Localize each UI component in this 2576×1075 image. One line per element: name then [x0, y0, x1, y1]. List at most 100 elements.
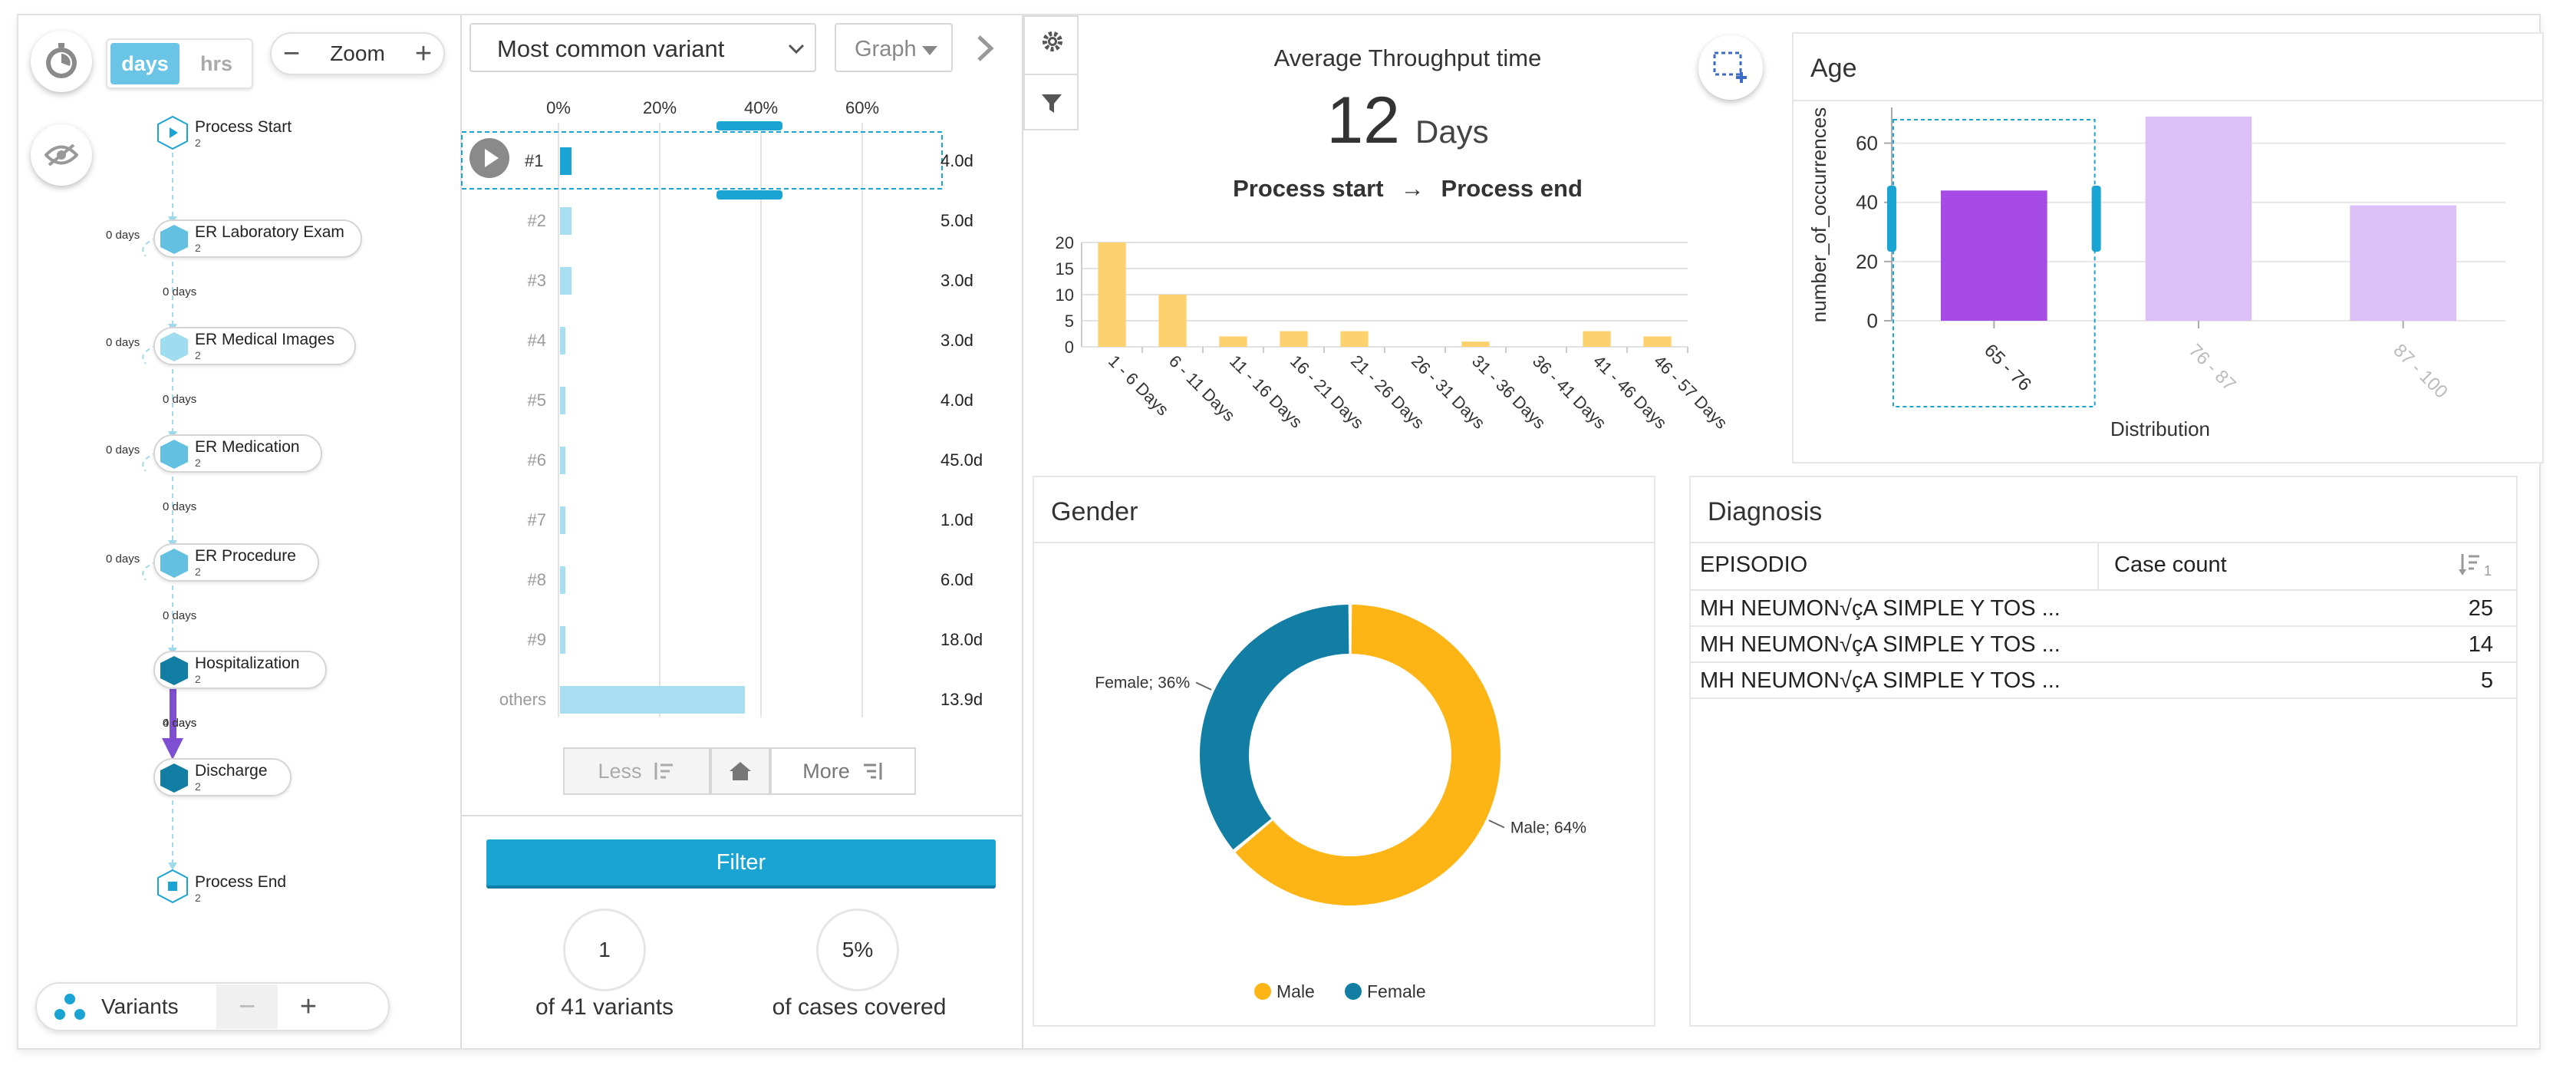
selection-frame[interactable]	[1892, 119, 2096, 407]
sort-less-icon	[654, 763, 673, 780]
throughput-bar[interactable]	[1098, 242, 1126, 347]
chevron-down-icon	[788, 44, 805, 54]
variant-duration: 18.0d	[940, 630, 983, 649]
legend-label[interactable]: Male	[1276, 981, 1315, 1001]
variant-bar[interactable]	[560, 387, 566, 414]
view-select-value: Graph	[855, 37, 917, 61]
table-row[interactable]: MH NEUMON√çA SIMPLE Y TOS ... 5	[1691, 663, 2516, 699]
variant-select[interactable]: Most common variant	[469, 23, 816, 72]
variant-bar[interactable]	[560, 147, 572, 175]
throughput-bar[interactable]	[1340, 331, 1369, 347]
hrs-toggle[interactable]: hrs	[199, 51, 233, 75]
variant-bar[interactable]	[560, 626, 566, 654]
node-count: 2	[195, 457, 201, 469]
less-button[interactable]: Less	[563, 747, 710, 795]
activity-node-hospitalization[interactable]: Hospitalization 2	[153, 651, 327, 689]
age-bar[interactable]	[2145, 116, 2252, 321]
home-button[interactable]	[710, 747, 770, 795]
days-toggle[interactable]: days	[110, 43, 180, 84]
variant-bar[interactable]	[560, 447, 566, 474]
diagnosis-title: Diagnosis	[1708, 497, 1823, 526]
visibility-button[interactable]	[31, 124, 92, 186]
x-tick-label: 65 - 76	[1980, 340, 2035, 395]
y-axis-label: number_of_occurrences	[1807, 107, 1830, 322]
donut-slice-male[interactable]	[1235, 605, 1500, 905]
gender-panel: Gender	[1033, 476, 1655, 1027]
timer-button[interactable]	[31, 31, 92, 92]
hexagon-icon	[160, 332, 188, 361]
add-selection-icon	[1713, 51, 1747, 83]
variant-name: #9	[527, 630, 546, 649]
throughput-bar[interactable]	[1158, 295, 1187, 347]
age-bar[interactable]	[1941, 190, 2047, 321]
more-button[interactable]: More	[770, 747, 916, 795]
activity-node-discharge[interactable]: Discharge 2	[153, 758, 292, 796]
case-count-cell: 25	[2468, 596, 2493, 621]
legend-swatch-female	[1345, 983, 1362, 1000]
activity-node-er-procedure[interactable]: ER Procedure 2	[153, 543, 319, 582]
stopwatch-icon	[46, 43, 77, 78]
activity-node-er-medication[interactable]: ER Medication 2	[153, 434, 322, 473]
x-axis-label: Distribution	[2110, 417, 2210, 440]
variant-bar[interactable]	[560, 686, 745, 714]
variants-plus-button[interactable]: +	[299, 990, 318, 1023]
variant-bar[interactable]	[560, 506, 566, 534]
gear-icon[interactable]	[1040, 29, 1065, 54]
throughput-range: Process start → Process end	[1151, 175, 1665, 203]
throughput-bar[interactable]	[1583, 331, 1611, 347]
donut-slice-female[interactable]	[1200, 605, 1349, 850]
activity-node-er-medical-images[interactable]: ER Medical Images 2	[153, 327, 356, 365]
filter-icon[interactable]	[1040, 92, 1063, 115]
range-handle-right[interactable]	[2091, 186, 2101, 252]
throughput-bar[interactable]	[1280, 331, 1308, 347]
loop-duration: 0 days	[106, 229, 140, 242]
zoom-out-button[interactable]: −	[282, 37, 301, 70]
column-header-episodio[interactable]: EPISODIO	[1700, 552, 1808, 577]
throughput-bar[interactable]	[1461, 341, 1490, 347]
legend-label[interactable]: Female	[1367, 981, 1426, 1001]
variant-axis-tick: 0%	[546, 98, 571, 117]
throughput-bar[interactable]	[1643, 336, 1672, 347]
variant-duration: 5.0d	[940, 211, 973, 230]
variant-bar[interactable]	[560, 566, 566, 594]
variant-duration: 13.9d	[940, 690, 983, 709]
age-bar[interactable]	[2350, 205, 2456, 321]
case-count-cell: 14	[2468, 632, 2493, 657]
edge-duration-hospitalization: 4 days	[163, 717, 197, 730]
variant-bar[interactable]	[560, 327, 566, 354]
cases-covered-value: 5%	[842, 938, 874, 961]
table-row[interactable]: MH NEUMON√çA SIMPLE Y TOS ... 25	[1691, 591, 2516, 627]
sort-descending-icon[interactable]	[2458, 552, 2481, 577]
range-handle-left[interactable]	[1887, 186, 1896, 252]
variant-axis-tick: 60%	[845, 98, 880, 117]
variant-count-caption: of 41 variants	[535, 994, 674, 1020]
zoom-in-button[interactable]: +	[414, 37, 433, 70]
episodio-cell: MH NEUMON√çA SIMPLE Y TOS ...	[1700, 632, 2060, 657]
edge-duration: 0 days	[163, 393, 197, 406]
node-label: ER Laboratory Exam	[195, 223, 344, 241]
x-tick-label: 87 - 100	[2389, 340, 2451, 402]
chevron-right-icon[interactable]	[974, 34, 996, 63]
activity-node-er-laboratory-exam[interactable]: ER Laboratory Exam 2	[153, 219, 362, 258]
y-tick-label: 5	[1065, 312, 1074, 331]
variant-bar[interactable]	[560, 207, 572, 235]
caret-down-icon	[922, 46, 937, 55]
cases-covered-gauge: 5%	[816, 908, 899, 991]
process-start-node[interactable]: Process Start 2	[156, 115, 356, 152]
node-label: ER Medication	[195, 438, 300, 456]
throughput-bar[interactable]	[1219, 336, 1247, 347]
age-chart: 0 20 40 60 number_of_occurrences 65 - 76 76 - …	[1807, 107, 2505, 440]
throughput-title: Average Throughput time	[1273, 45, 1542, 71]
variant-bar[interactable]	[560, 267, 572, 295]
throughput-unit: Days	[1415, 114, 1489, 150]
process-end-node[interactable]: Process End 2	[156, 869, 356, 905]
add-selection-button[interactable]	[1698, 35, 1763, 100]
table-row[interactable]: MH NEUMON√çA SIMPLE Y TOS ... 14	[1691, 627, 2516, 663]
variants-minus-button[interactable]: −	[216, 984, 278, 1029]
view-select[interactable]: Graph	[835, 23, 953, 72]
column-header-case-count[interactable]: Case count	[2114, 552, 2227, 577]
play-variant-button[interactable]	[469, 138, 509, 178]
hexagon-icon	[160, 763, 188, 793]
filter-button[interactable]: Filter	[486, 839, 996, 889]
variant-name: #8	[527, 570, 546, 589]
